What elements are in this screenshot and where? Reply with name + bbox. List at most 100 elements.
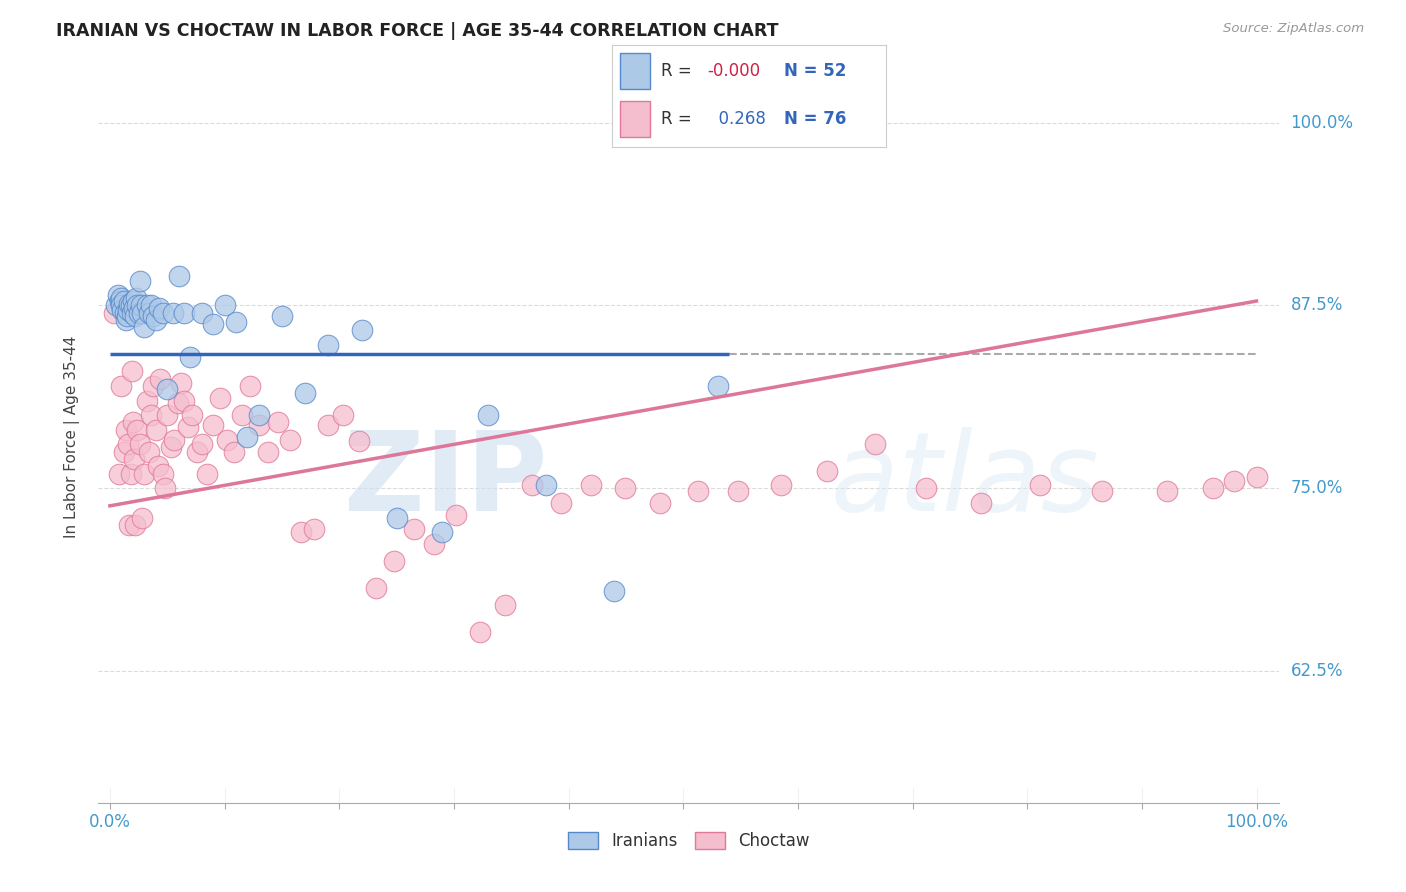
Point: [179, 350, 201, 364]
Point: [118, 517, 141, 532]
Point: [495, 599, 517, 613]
Point: [382, 554, 405, 568]
Point: [121, 416, 143, 430]
Point: [114, 306, 136, 320]
Point: [177, 420, 200, 434]
Point: [125, 291, 148, 305]
Point: [195, 467, 218, 481]
Legend: Iranians, Choctaw: Iranians, Choctaw: [561, 825, 817, 856]
Point: [727, 484, 749, 499]
Point: [141, 408, 163, 422]
Point: [170, 376, 193, 390]
Point: [134, 320, 156, 334]
Point: [550, 496, 572, 510]
Point: [173, 306, 195, 320]
Point: [202, 418, 225, 433]
Point: [167, 269, 190, 284]
Bar: [620, 53, 650, 88]
Point: [347, 434, 370, 449]
Point: [142, 309, 165, 323]
Point: [423, 537, 446, 551]
Point: [1202, 481, 1225, 495]
Point: [152, 467, 174, 481]
Point: [1091, 484, 1114, 499]
Point: [122, 452, 145, 467]
Point: [190, 306, 212, 320]
Point: [129, 298, 152, 312]
Point: [149, 371, 172, 385]
Point: [236, 430, 259, 444]
Point: [215, 433, 238, 447]
Point: [769, 478, 792, 492]
Text: N = 52: N = 52: [785, 62, 846, 79]
Point: [135, 393, 157, 408]
Point: [145, 423, 167, 437]
Point: [115, 313, 138, 327]
Point: [385, 510, 408, 524]
Text: R =: R =: [661, 110, 697, 128]
Text: 87.5%: 87.5%: [1291, 296, 1343, 314]
Point: [138, 444, 160, 458]
Point: [148, 301, 170, 316]
Point: [152, 306, 174, 320]
Point: [520, 478, 543, 492]
Point: [166, 396, 188, 410]
Point: [134, 467, 156, 481]
Point: [117, 437, 139, 451]
Point: [222, 444, 245, 458]
Point: [863, 437, 886, 451]
Text: R =: R =: [661, 62, 697, 79]
Point: [1222, 474, 1244, 488]
Point: [104, 298, 127, 312]
Point: [247, 418, 270, 433]
Point: [112, 444, 135, 458]
Point: [225, 314, 247, 328]
Point: [110, 291, 132, 305]
Point: [121, 306, 143, 320]
Point: [302, 522, 325, 536]
Point: [613, 481, 636, 495]
Point: [534, 478, 557, 492]
Point: [316, 418, 339, 433]
Point: [138, 306, 160, 320]
Point: [1246, 469, 1268, 483]
Point: [181, 408, 204, 422]
Text: -0.000: -0.000: [707, 62, 761, 79]
Text: 62.5%: 62.5%: [1291, 662, 1343, 680]
Text: N = 76: N = 76: [785, 110, 846, 128]
Point: [110, 298, 132, 312]
Point: [364, 581, 387, 595]
Text: Source: ZipAtlas.com: Source: ZipAtlas.com: [1223, 22, 1364, 36]
Point: [402, 522, 425, 536]
Point: [128, 437, 150, 451]
Point: [156, 408, 179, 422]
Point: [111, 302, 134, 317]
Point: [121, 364, 143, 378]
Text: ZIP: ZIP: [344, 427, 547, 534]
Point: [153, 481, 176, 495]
Point: [128, 306, 150, 320]
Point: [214, 298, 236, 312]
Point: [159, 440, 181, 454]
Point: [190, 437, 212, 451]
Text: 75.0%: 75.0%: [1291, 479, 1343, 497]
Point: [477, 408, 499, 422]
Point: [173, 393, 195, 408]
Point: [115, 309, 138, 323]
Text: atlas: atlas: [831, 427, 1099, 534]
Point: [581, 478, 603, 492]
Point: [247, 408, 270, 422]
Point: [163, 433, 186, 447]
Point: [131, 510, 153, 524]
Point: [108, 467, 131, 481]
Text: IRANIAN VS CHOCTAW IN LABOR FORCE | AGE 35-44 CORRELATION CHART: IRANIAN VS CHOCTAW IN LABOR FORCE | AGE …: [56, 22, 779, 40]
Point: [202, 318, 225, 332]
Point: [122, 301, 145, 316]
Point: [135, 298, 157, 312]
Point: [970, 496, 993, 510]
Point: [120, 467, 142, 481]
Point: [115, 423, 138, 437]
Point: [267, 416, 290, 430]
Point: [110, 379, 132, 393]
Point: [706, 379, 728, 393]
